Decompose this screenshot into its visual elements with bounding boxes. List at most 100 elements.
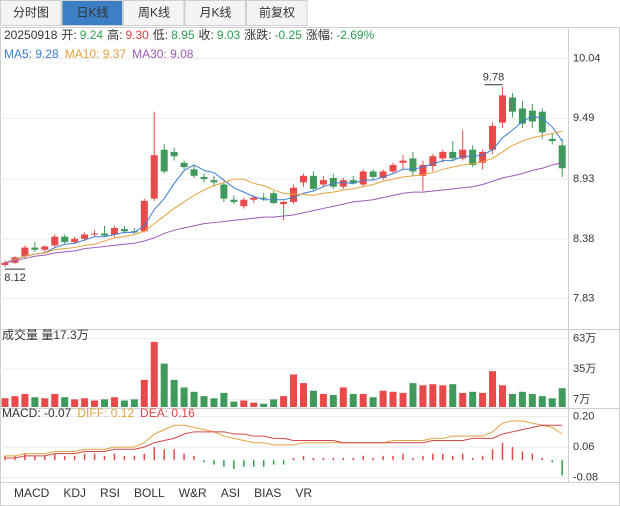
indicator-tab[interactable]: BOLL: [134, 486, 165, 500]
candle-body: [280, 201, 288, 205]
volume-bar: [160, 363, 168, 407]
tab-label[interactable]: 日K线: [76, 6, 108, 20]
tab[interactable]: 日K线: [61, 0, 123, 26]
candle-body: [170, 151, 178, 157]
tab-bg[interactable]: [0, 0, 62, 26]
line: [5, 420, 563, 457]
macd-bar: [452, 455, 454, 461]
volume-bar: [150, 341, 158, 407]
info-value: 9.30: [125, 28, 149, 42]
info-label: 高:: [107, 27, 122, 42]
tab-label[interactable]: 分时图: [13, 6, 49, 20]
y-tick-label: 0.06: [573, 441, 594, 453]
macd-bar: [24, 453, 26, 461]
y-tick-label: 35万: [573, 363, 596, 375]
tab-bg[interactable]: [61, 0, 123, 26]
tab-label[interactable]: 前复权: [259, 5, 295, 20]
candle-body: [180, 162, 188, 168]
candle-body: [329, 178, 337, 187]
volume-bar: [200, 396, 208, 407]
volume-bar: [389, 391, 397, 407]
low-label: 8.12: [4, 272, 25, 284]
tab-label[interactable]: 周K线: [138, 6, 170, 20]
candle-body: [508, 97, 516, 112]
candle-body: [409, 158, 417, 172]
macd-bar: [73, 455, 76, 461]
macd-bar: [382, 455, 384, 461]
candle-body: [110, 228, 118, 235]
macd-bar: [491, 449, 494, 461]
tab[interactable]: 前复权: [246, 0, 308, 26]
candle-body: [270, 193, 278, 203]
y-tick-label: -0.08: [573, 472, 598, 484]
indicator-tab[interactable]: ASI: [221, 486, 240, 500]
macd-bar: [312, 458, 315, 461]
y-tick-label: 7万: [573, 393, 590, 405]
tab[interactable]: 周K线: [123, 0, 185, 26]
volume-bar: [290, 374, 298, 407]
tab-bg[interactable]: [123, 0, 185, 26]
candle-body: [489, 125, 497, 150]
candle-body: [359, 171, 367, 185]
volume-bar: [399, 392, 407, 407]
info-value: 9.24: [80, 28, 104, 42]
tab[interactable]: 分时图: [0, 0, 62, 26]
macd-bar: [173, 449, 175, 461]
candle-body: [230, 199, 238, 202]
candle-body: [349, 180, 357, 184]
tab-bg[interactable]: [184, 0, 246, 26]
volume-bar: [508, 393, 516, 407]
volume-bar: [210, 398, 218, 407]
info-value: 8.95: [171, 28, 195, 42]
macd-bar: [471, 458, 474, 461]
tab[interactable]: 月K线: [184, 0, 246, 26]
y-tick-label: 9.49: [573, 112, 594, 124]
high-label: 9.78: [483, 72, 504, 84]
candle-body: [150, 155, 158, 199]
candle-body: [21, 247, 29, 257]
legend-entry: MA10: 9.37: [65, 47, 127, 61]
tab-bg[interactable]: [246, 0, 308, 26]
candle-body: [309, 175, 317, 189]
macd-bar: [253, 460, 255, 467]
tab-label[interactable]: 月K线: [199, 6, 231, 20]
info-date: 20250918: [4, 28, 58, 42]
volume-bar: [409, 383, 417, 407]
macd-bar: [511, 447, 514, 461]
volume-bar: [419, 385, 427, 407]
volume-bar: [548, 398, 556, 407]
macd-bar: [113, 453, 116, 461]
info-label: 低:: [153, 28, 168, 42]
candle-body: [101, 233, 108, 236]
candle-body: [419, 164, 427, 176]
candle-body: [210, 180, 218, 183]
legend-entry: DIFF: 0.12: [77, 406, 134, 420]
macd-bar: [551, 460, 553, 463]
macd-bar: [531, 453, 534, 461]
indicator-tab[interactable]: MACD: [14, 486, 50, 500]
volume-bar: [240, 400, 248, 407]
indicator-tab[interactable]: W&R: [179, 486, 207, 500]
macd-bar: [193, 455, 195, 461]
volume-bar: [110, 397, 118, 407]
volume-bar: [459, 392, 467, 407]
volume-bar: [280, 396, 288, 407]
legend-entry: MA30: 9.08: [132, 47, 194, 61]
indicator-tab[interactable]: RSI: [100, 486, 120, 500]
volume-bar: [439, 385, 447, 407]
candle-body: [160, 149, 168, 172]
macd-bar: [153, 447, 155, 461]
candle-body: [399, 160, 407, 163]
candle-body: [91, 233, 99, 235]
macd-bar: [481, 455, 484, 461]
indicator-tab[interactable]: BIAS: [254, 486, 281, 500]
macd-bar: [372, 458, 374, 461]
candle-body: [120, 229, 128, 232]
candle-body: [300, 175, 307, 183]
indicator-tab[interactable]: KDJ: [63, 486, 86, 500]
candle-body: [41, 246, 49, 250]
macd-bar: [332, 458, 335, 461]
indicator-tab[interactable]: VR: [295, 486, 312, 500]
candle-body: [250, 197, 258, 200]
